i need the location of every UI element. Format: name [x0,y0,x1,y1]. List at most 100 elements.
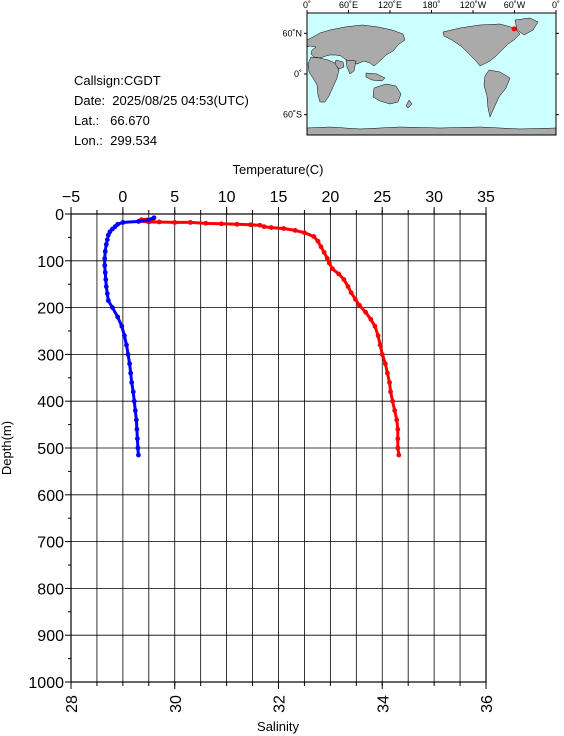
land-arabia [334,59,345,70]
salinity-point [125,352,131,357]
date-text: Date: 2025/08/25 04:53(UTC) [74,93,249,108]
salinity-point [104,237,110,243]
station-info: Callsign:CGDT Date: 2025/08/25 04:53(UTC… [74,71,249,151]
map-labels: 0˚ 60˚E 120˚E 180˚ 120˚W 60˚W 0˚ 60˚N 0˚ 60˚S [282,0,560,120]
temperature-point [382,361,388,367]
temperature-point [321,249,327,255]
salinity-point [130,389,136,395]
world-map: 0˚ 60˚E 120˚E 180˚ 120˚W 60˚W 0˚ 60˚N 0˚ 60˚S [282,0,560,136]
map-lon-label: 180˚ [422,0,440,10]
salinity-point [151,215,157,221]
temperature-tick-label: 0 [118,189,127,206]
salinity-point [102,263,108,268]
temperature-point [248,222,253,228]
temperature-point [292,227,298,233]
land-australia [372,83,402,105]
salinity-point [127,361,133,367]
depth-tick-labels: 0 100 200 300 400 500 600 700 800 900 1000 [28,207,64,692]
depth-tick-label: 500 [37,441,64,458]
salinity-point [120,220,126,225]
plot-grid [70,213,487,683]
salinity-point [102,270,108,275]
salinity-point [115,314,121,320]
map-lat-label: 60˚S [283,110,302,120]
temperature-point [368,316,374,322]
map-ticks [304,10,559,116]
temperature-point [377,342,383,348]
land-south-america [483,69,511,118]
temperature-tick-label: 30 [425,189,443,206]
temperature-point [390,398,396,404]
temperature-point [203,220,209,226]
depth-tick-label: 700 [37,535,64,552]
temperature-profile-line [138,217,401,456]
depth-tick-label: 400 [37,394,64,411]
land-india [345,59,357,75]
temperature-point [268,225,274,230]
salinity-point [134,426,140,432]
salinity-point [146,217,152,223]
temperature-point [345,284,351,289]
map-lon-label: 120˚W [460,0,487,10]
map-land [306,17,557,136]
temperature-tick-label: 5 [170,189,179,206]
temperature-point [311,234,317,239]
map-lon-label: 120˚E [378,0,402,10]
depth-axis-title: Depth(m) [0,421,14,475]
salinity-point [136,219,141,224]
temperature-point [348,290,354,296]
temperature-point [326,260,332,266]
salinity-point [124,342,129,348]
salinity-axis-title: Salinity [257,719,299,734]
temperature-point [172,220,178,225]
temperature-point [302,230,307,236]
temperature-point [395,436,401,442]
salinity-tick-labels: 28 30 32 34 36 [64,695,496,713]
temperature-point [324,256,330,261]
depth-tick-label: 800 [37,581,64,598]
temperature-tick-label: 20 [321,189,339,206]
map-lon-label: 0˚ [303,0,311,10]
salinity-tick-label: 36 [479,695,496,713]
land-north-america [442,23,521,67]
map-lon-label: 60˚E [339,0,358,10]
temperature-point [219,221,224,227]
temperature-point [281,226,287,231]
temperature-tick-label: −5 [62,189,80,206]
salinity-point [103,277,109,282]
salinity-tick-label: 34 [375,695,392,713]
depth-tick-label: 0 [55,207,64,224]
salinity-point [122,333,127,339]
plot-ticks [65,207,487,689]
salinity-point [133,417,139,423]
depth-tick-label: 900 [37,628,64,645]
longitude-text: Lon.: 299.534 [74,133,158,148]
temperature-point [396,452,402,458]
salinity-point [102,256,108,261]
temperature-point [387,380,392,385]
temperature-point [336,271,342,277]
land-eurasia [306,24,406,67]
depth-tick-label: 600 [37,488,64,505]
depth-tick-label: 100 [37,254,64,271]
temperature-point [318,244,324,250]
salinity-tick-label: 30 [168,695,185,713]
salinity-tick-label: 28 [64,695,81,713]
temperature-tick-label: 15 [270,189,288,206]
salinity-point [128,370,134,376]
latitude-text: Lat.: 66.670 [74,113,150,128]
temperature-tick-labels: −5 0 5 10 15 20 25 30 35 [62,189,495,206]
map-lat-label: 60˚N [282,28,302,38]
salinity-point [135,445,141,451]
temperature-point [234,221,240,227]
map-lat-label: 0˚ [294,69,302,79]
temperature-point [357,302,362,308]
salinity-point [110,305,115,310]
temperature-point [375,333,381,339]
salinity-point [131,398,137,404]
temperature-point [341,277,347,282]
temperature-tick-label: 35 [477,189,495,206]
temperature-tick-label: 25 [373,189,391,206]
